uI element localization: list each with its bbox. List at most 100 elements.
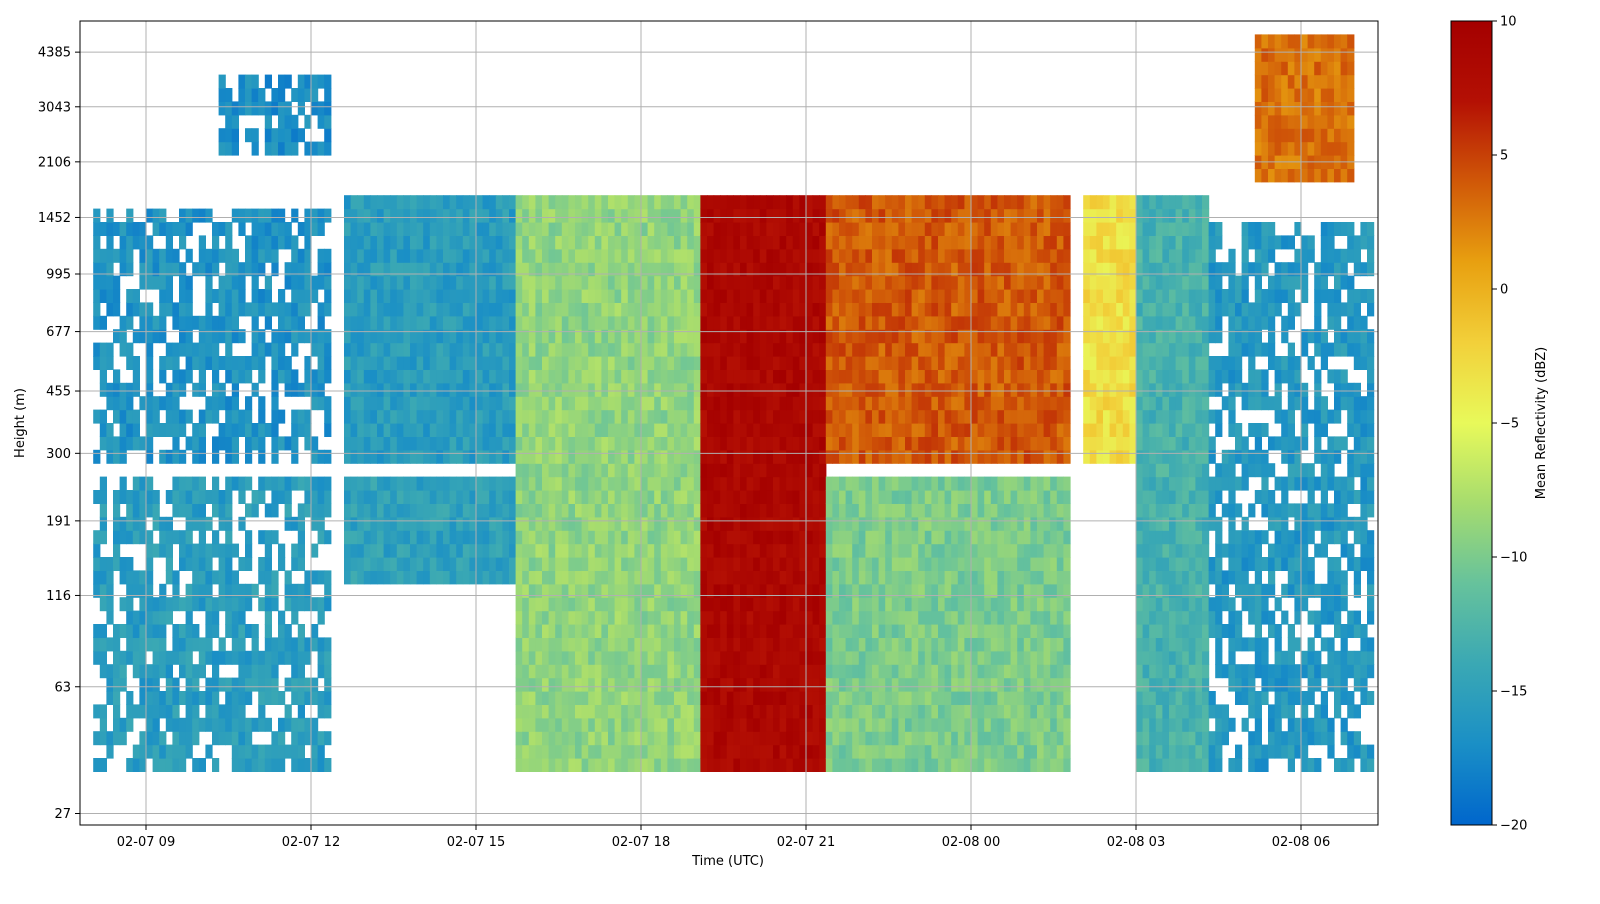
heatmap-cell — [581, 449, 589, 464]
heatmap-cell — [568, 275, 576, 290]
heatmap-cell — [396, 503, 404, 518]
heatmap-cell — [971, 248, 979, 263]
heatmap-cell — [905, 449, 913, 464]
heatmap-cell — [126, 704, 134, 719]
heatmap-cell — [146, 677, 154, 692]
heatmap-cell — [766, 543, 774, 558]
heatmap-cell — [601, 409, 609, 424]
heatmap-cell — [839, 570, 847, 585]
heatmap-cell — [126, 557, 134, 571]
heatmap-cell — [799, 315, 807, 330]
heatmap-cell — [858, 490, 866, 504]
heatmap-cell — [614, 315, 622, 330]
heatmap-cell — [746, 342, 754, 357]
heatmap-cell — [641, 530, 649, 545]
heatmap-cell — [911, 262, 919, 277]
heatmap-cell — [971, 195, 979, 210]
heatmap-cell — [588, 637, 596, 652]
heatmap-cell — [429, 530, 437, 545]
heatmap-cell — [535, 557, 543, 571]
heatmap-cell — [825, 436, 833, 451]
heatmap-cell — [680, 409, 688, 424]
heatmap-cell — [740, 235, 748, 250]
heatmap-cell — [462, 289, 470, 303]
heatmap-cell — [93, 530, 101, 545]
heatmap-cell — [416, 369, 424, 384]
heatmap-cell — [126, 624, 134, 638]
heatmap-cell — [198, 664, 206, 679]
heatmap-cell — [594, 543, 602, 558]
heatmap-cell — [713, 717, 721, 732]
heatmap-cell — [390, 329, 398, 344]
heatmap-cell — [601, 624, 609, 638]
heatmap-cell — [106, 302, 114, 317]
heatmap-cell — [344, 382, 352, 397]
heatmap-cell — [924, 449, 932, 464]
heatmap-cell — [951, 717, 959, 732]
heatmap-cell — [641, 664, 649, 679]
heatmap-cell — [792, 758, 800, 772]
heatmap-cell — [271, 342, 279, 357]
heatmap-cell — [192, 570, 200, 585]
heatmap-cell — [324, 664, 332, 679]
heatmap-cell — [99, 557, 107, 571]
heatmap-cell — [878, 516, 886, 531]
heatmap-cell — [759, 516, 767, 531]
heatmap-cell — [799, 758, 807, 772]
heatmap-cell — [403, 396, 411, 411]
heatmap-cell — [542, 543, 550, 558]
heatmap-cell — [594, 195, 602, 210]
heatmap-cell — [462, 315, 470, 330]
heatmap-cell — [284, 624, 292, 638]
heatmap-cell — [964, 717, 972, 732]
heatmap-cell — [779, 543, 787, 558]
heatmap-cell — [680, 449, 688, 464]
heatmap-cell — [700, 409, 708, 424]
heatmap-cells — [93, 34, 1375, 772]
heatmap-cell — [990, 436, 998, 451]
heatmap-cell — [997, 570, 1005, 585]
heatmap-cell — [172, 677, 180, 692]
heatmap-cell — [443, 208, 451, 223]
heatmap-cell — [674, 516, 682, 531]
heatmap-cell — [759, 342, 767, 357]
heatmap-cell — [297, 74, 305, 89]
heatmap-cell — [872, 557, 880, 571]
heatmap-cell — [924, 342, 932, 357]
heatmap-cell — [476, 315, 484, 330]
heatmap-cell — [113, 543, 121, 558]
heatmap-cell — [951, 610, 959, 625]
heatmap-cell — [588, 369, 596, 384]
heatmap-cell — [674, 423, 682, 437]
heatmap-cell — [99, 490, 107, 504]
heatmap-cell — [693, 235, 701, 250]
heatmap-cell — [515, 262, 523, 277]
heatmap-cell — [964, 396, 972, 411]
heatmap-cell — [944, 275, 952, 290]
heatmap-cell — [416, 356, 424, 370]
heatmap-cell — [759, 423, 767, 437]
heatmap-cell — [304, 490, 312, 504]
heatmap-cell — [733, 329, 741, 344]
heatmap-cell — [865, 449, 873, 464]
heatmap-cell — [740, 476, 748, 491]
heatmap-cell — [502, 222, 510, 236]
heatmap-cell — [865, 664, 873, 679]
heatmap-cell — [654, 195, 662, 210]
heatmap-cell — [647, 262, 655, 277]
heatmap-cell — [740, 275, 748, 290]
heatmap-cell — [964, 490, 972, 504]
heatmap-cell — [278, 235, 286, 250]
heatmap-cell — [779, 744, 787, 759]
heatmap-cell — [951, 691, 959, 705]
heatmap-cell — [423, 369, 431, 384]
heatmap-cell — [462, 409, 470, 424]
heatmap-cell — [786, 302, 794, 317]
heatmap-cell — [462, 557, 470, 571]
heatmap-cell — [700, 315, 708, 330]
heatmap-cell — [416, 315, 424, 330]
heatmap-cell — [212, 248, 220, 263]
heatmap-cell — [964, 235, 972, 250]
heatmap-cell — [146, 396, 154, 411]
heatmap-cell — [674, 275, 682, 290]
